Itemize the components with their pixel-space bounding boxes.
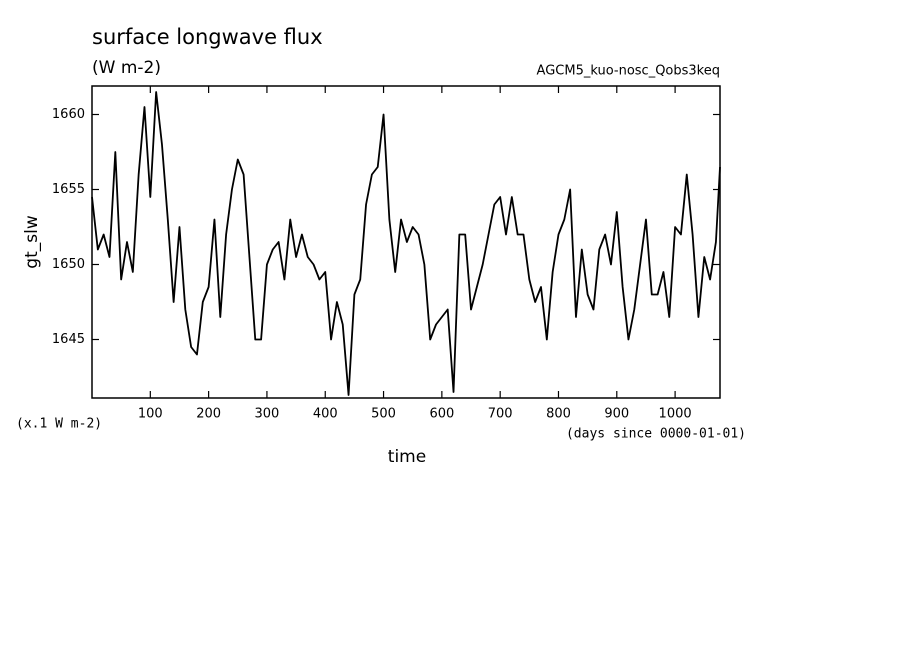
x-tick-label: 200 bbox=[196, 407, 221, 422]
x-tick-label: 400 bbox=[313, 407, 338, 422]
x-tick-label: 700 bbox=[488, 407, 513, 422]
plot-frame bbox=[91, 85, 721, 399]
y-tick-label: 1655 bbox=[52, 182, 85, 197]
x-unit: (days since 0000-01-01) bbox=[566, 427, 746, 442]
y-axis-label: gt_slw bbox=[22, 215, 42, 269]
chart-title: surface longwave flux bbox=[92, 25, 323, 49]
x-axis-label: time bbox=[388, 447, 426, 467]
x-tick-label: 600 bbox=[429, 407, 454, 422]
x-tick-label: 1000 bbox=[659, 407, 692, 422]
x-tick-label: 800 bbox=[546, 407, 571, 422]
chart-subtitle: (W m-2) bbox=[92, 58, 161, 78]
x-tick-label: 300 bbox=[255, 407, 280, 422]
y-tick-label: 1650 bbox=[52, 257, 85, 272]
y-tick-label: 1645 bbox=[52, 332, 85, 347]
y-unit: (x.1 W m-2) bbox=[16, 417, 102, 432]
experiment-label: AGCM5_kuo-nosc_Qobs3keq bbox=[537, 64, 720, 79]
x-tick-label: 900 bbox=[604, 407, 629, 422]
x-tick-label: 100 bbox=[138, 407, 163, 422]
y-tick-label: 1660 bbox=[52, 107, 85, 122]
x-tick-label: 500 bbox=[371, 407, 396, 422]
data-line bbox=[91, 91, 721, 396]
